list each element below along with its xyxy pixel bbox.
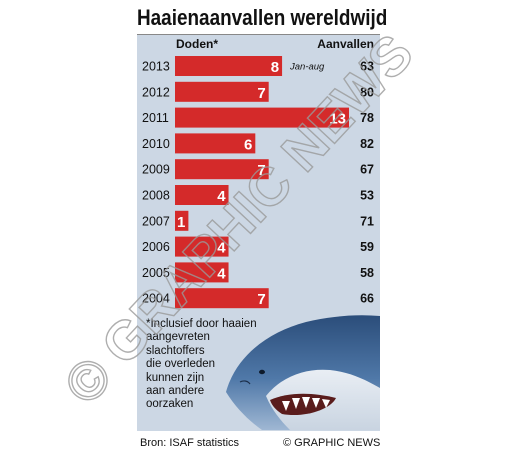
attacks-value-label: 63 <box>360 60 374 74</box>
attacks-value-label: 66 <box>360 292 374 306</box>
credit-text: © GRAPHIC NEWS <box>283 437 381 449</box>
year-label: 2007 <box>142 214 170 228</box>
header-deaths: Doden* <box>176 37 218 51</box>
deaths-bar <box>175 107 349 128</box>
attacks-value-label: 59 <box>360 240 374 254</box>
deaths-value-label: 13 <box>329 111 346 128</box>
year-label: 2008 <box>142 189 170 203</box>
deaths-bar <box>175 159 269 180</box>
source-text: Bron: ISAF statistics <box>140 437 240 449</box>
attacks-value-label: 58 <box>360 266 374 280</box>
header-attacks: Aanvallen <box>317 37 374 51</box>
footnote-line: slachtoffers <box>146 344 205 357</box>
footnote-line: kunnen zijn <box>146 371 205 384</box>
deaths-bar <box>175 56 283 76</box>
annotation-text: Jan-aug <box>289 62 325 73</box>
attacks-value-label: 53 <box>360 189 374 203</box>
footnote-line: *Inclusief door haaien <box>146 318 257 330</box>
deaths-bar <box>175 262 229 283</box>
attacks-value-label: 67 <box>360 163 374 177</box>
deaths-value-label: 7 <box>257 291 265 308</box>
footnote-line: aan andere <box>146 385 205 398</box>
year-label: 2009 <box>142 163 170 177</box>
footnote: *Inclusief door haaien aangevreten slach… <box>146 318 257 412</box>
deaths-bar <box>175 288 269 309</box>
year-label: 2010 <box>142 137 170 151</box>
deaths-bar <box>175 236 229 257</box>
deaths-bar <box>175 81 269 102</box>
footnote-line: aangevreten <box>146 331 210 344</box>
deaths-value-label: 7 <box>257 162 265 179</box>
deaths-value-label: 4 <box>217 188 226 205</box>
deaths-value-label: 6 <box>244 136 252 153</box>
deaths-value-label: 7 <box>257 85 265 102</box>
attacks-value-label: 78 <box>360 111 374 125</box>
chart-title: Haaienaanvallen wereldwijd <box>137 5 388 30</box>
year-label: 2013 <box>142 60 170 74</box>
year-label: 2006 <box>142 240 170 254</box>
deaths-bar <box>175 210 189 231</box>
year-label: 2004 <box>142 292 170 306</box>
footnote-line: die overleden <box>146 358 216 371</box>
deaths-bar <box>175 133 256 154</box>
year-label: 2005 <box>142 266 170 280</box>
deaths-value-label: 8 <box>271 59 279 76</box>
deaths-value-label: 4 <box>217 265 226 282</box>
deaths-bar <box>175 185 229 205</box>
deaths-value-label: 4 <box>217 240 226 257</box>
shark-illustration <box>226 315 380 430</box>
year-label: 2011 <box>142 111 169 125</box>
attacks-value-label: 82 <box>360 137 374 151</box>
footnote-line: oorzaken <box>146 398 194 411</box>
year-label: 2012 <box>142 85 170 99</box>
attacks-value-label: 71 <box>360 214 374 228</box>
deaths-value-label: 1 <box>177 214 185 231</box>
attacks-value-label: 80 <box>360 85 374 99</box>
